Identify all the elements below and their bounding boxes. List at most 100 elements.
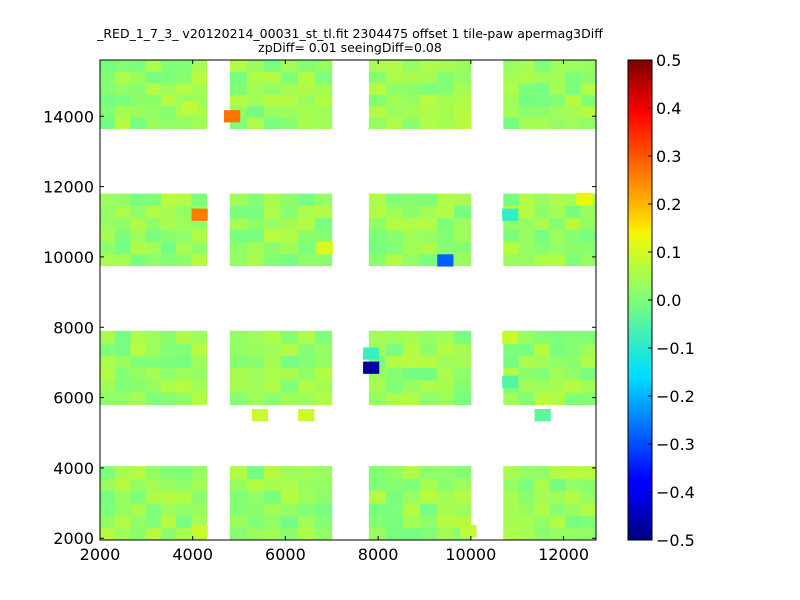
heatmap-cell — [160, 217, 177, 231]
heatmap-cell — [100, 229, 116, 243]
heatmap-cell — [402, 105, 421, 118]
heatmap-cell-highlight — [191, 525, 208, 538]
heatmap-cell — [297, 515, 316, 529]
heatmap-cell — [314, 490, 333, 504]
heatmap-cell — [229, 94, 248, 107]
y-tick-label: 8000 — [53, 318, 94, 337]
heatmap-cell — [453, 392, 472, 406]
heatmap-cell — [565, 478, 581, 492]
heatmap-cell — [565, 60, 581, 72]
heatmap-cell — [368, 217, 387, 231]
heatmap-cell — [115, 367, 131, 381]
heatmap-cell — [100, 490, 116, 504]
heatmap-cell — [229, 82, 248, 95]
heatmap-cell — [145, 205, 162, 219]
heatmap-cell — [176, 343, 192, 356]
heatmap-cell — [115, 241, 131, 255]
heatmap-cell — [229, 355, 248, 369]
heatmap-cell — [229, 380, 248, 393]
heatmap-cell — [280, 82, 299, 95]
heatmap-cell — [246, 105, 265, 118]
heatmap-cell — [100, 205, 116, 219]
chart-title: _RED_1_7_3_ v20120214_00031_st_tl.fit 23… — [97, 26, 603, 41]
heatmap-cell — [503, 253, 520, 267]
heatmap-cell — [580, 253, 597, 267]
heatmap-cell-highlight — [460, 525, 477, 538]
colorbar-tick-label: 0.0 — [656, 291, 681, 310]
heatmap-cell — [297, 241, 316, 255]
heatmap-cell — [368, 478, 387, 492]
heatmap-cell — [402, 392, 421, 406]
heatmap-cell — [503, 503, 520, 516]
colorbar-tick-label: −0.3 — [656, 435, 695, 454]
heatmap-cell — [246, 217, 265, 231]
heatmap-cell — [100, 94, 116, 107]
y-tick-label: 12000 — [43, 178, 94, 197]
heatmap-cell — [145, 380, 162, 393]
heatmap-cell — [176, 229, 192, 243]
heatmap-cell — [453, 367, 472, 381]
heatmap-cell — [549, 330, 566, 344]
colorbar-tick-label: −0.4 — [656, 483, 695, 502]
heatmap-cell — [436, 478, 455, 492]
heatmap-cell — [580, 229, 597, 243]
heatmap-cell — [191, 117, 208, 129]
heatmap-cell — [419, 82, 438, 95]
heatmap-cell — [503, 466, 520, 479]
heatmap-cell — [297, 355, 316, 369]
heatmap-cell — [565, 330, 581, 344]
heatmap-cell — [549, 193, 566, 207]
heatmap-cell — [160, 71, 177, 84]
heatmap-cell — [565, 367, 581, 381]
heatmap-cell — [518, 205, 535, 219]
heatmap-cell — [503, 60, 520, 72]
heatmap-cell — [130, 217, 147, 231]
heatmap-cell — [419, 392, 438, 406]
heatmap-cell — [419, 105, 438, 118]
heatmap-cell — [402, 478, 421, 492]
heatmap-cell — [453, 330, 472, 344]
heatmap-cell — [565, 253, 581, 267]
heatmap-cell — [115, 478, 131, 492]
heatmap-cell — [565, 71, 581, 84]
heatmap-cell — [280, 478, 299, 492]
heatmap-cell — [145, 490, 162, 504]
heatmap-cell — [402, 515, 421, 529]
heatmap-cell — [549, 380, 566, 393]
heatmap-cell — [580, 117, 597, 129]
colorbar-tick-label: 0.4 — [656, 99, 681, 118]
heatmap-cell — [130, 205, 147, 219]
heatmap-cell — [246, 330, 265, 344]
colorbar-tick-label: −0.2 — [656, 387, 695, 406]
heatmap-cell — [436, 117, 455, 129]
heatmap-cell — [368, 515, 387, 529]
heatmap-cell — [176, 392, 192, 406]
heatmap-cell — [419, 380, 438, 393]
heatmap-cell — [130, 392, 147, 406]
heatmap-cell — [263, 478, 282, 492]
heatmap-cell — [100, 355, 116, 369]
heatmap-cell — [565, 217, 581, 231]
heatmap-cell — [385, 229, 404, 243]
heatmap-cell — [130, 527, 147, 541]
heatmap-cell — [297, 217, 316, 231]
heatmap-cell — [263, 355, 282, 369]
heatmap-cell-highlight — [437, 254, 454, 267]
heatmap-cell — [297, 527, 316, 541]
heatmap-cell — [402, 117, 421, 129]
heatmap-cell — [176, 355, 192, 369]
heatmap-cell — [580, 60, 597, 72]
heatmap-cell — [368, 466, 387, 479]
heatmap-cell — [385, 330, 404, 344]
heatmap-cell — [453, 229, 472, 243]
heatmap-cell — [580, 380, 597, 393]
heatmap-cell-highlight — [224, 110, 241, 123]
heatmap-cell — [436, 71, 455, 84]
heatmap-cell — [280, 105, 299, 118]
heatmap-cell — [176, 217, 192, 231]
heatmap-cell — [580, 503, 597, 516]
heatmap-cell — [314, 193, 333, 207]
heatmap-cell — [176, 330, 192, 344]
heatmap-cell — [402, 380, 421, 393]
heatmap-cell — [453, 478, 472, 492]
